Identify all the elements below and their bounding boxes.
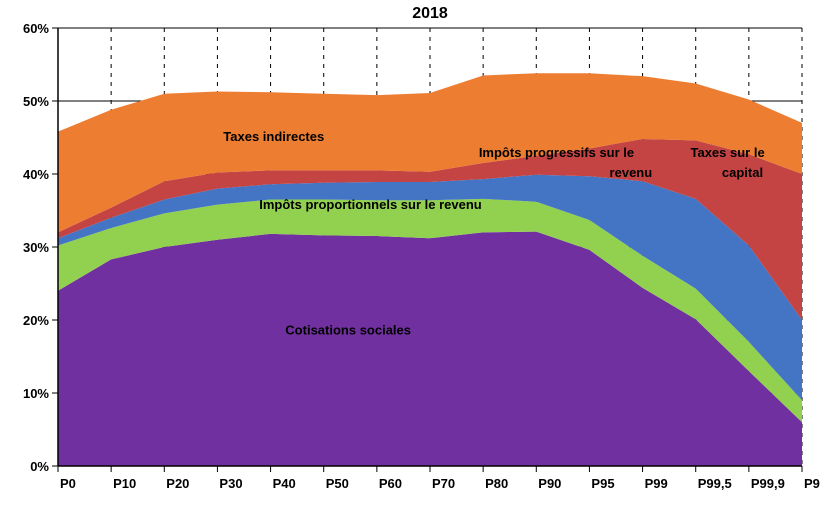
- y-tick-label: 40%: [23, 167, 49, 182]
- y-tick-label: 20%: [23, 313, 49, 328]
- series-annotation: Taxes indirectes: [223, 129, 324, 144]
- series-annotation: Taxes sur le: [690, 145, 764, 160]
- series-annotation: Impôts proportionnels sur le revenu: [259, 197, 482, 212]
- x-tick-label: P20: [166, 476, 189, 491]
- x-tick-label: P0: [60, 476, 76, 491]
- y-tick-label: 0%: [30, 459, 49, 474]
- stacked-area-chart: 2018 0% 10% 20% 30% 40% 50% 60% P0 P10 P20 P30 P40 P5…: [0, 0, 820, 508]
- x-tick-label: P60: [379, 476, 402, 491]
- x-tick-label: P99,99: [804, 476, 820, 491]
- x-tick-label: P30: [219, 476, 242, 491]
- chart-title: 2018: [412, 5, 448, 22]
- series-annotation: Cotisations sociales: [285, 323, 411, 338]
- y-tick-label: 60%: [23, 21, 49, 36]
- x-tick-label: P99: [645, 476, 668, 491]
- x-tick-label: P80: [485, 476, 508, 491]
- series-annotation: Impôts progressifs sur le: [479, 145, 634, 160]
- x-tick-label: P50: [326, 476, 349, 491]
- x-tick-label: P10: [113, 476, 136, 491]
- series-annotation: capital: [722, 165, 763, 180]
- x-tick-label: P90: [538, 476, 561, 491]
- y-tick-label: 30%: [23, 240, 49, 255]
- x-tick-label: P70: [432, 476, 455, 491]
- y-tick-label: 50%: [23, 94, 49, 109]
- x-tick-label: P40: [273, 476, 296, 491]
- y-tick-label: 10%: [23, 386, 49, 401]
- series-annotation: revenu: [610, 165, 653, 180]
- x-tick-label: P99,9: [751, 476, 785, 491]
- x-tick-label: P99,5: [698, 476, 732, 491]
- x-tick-label: P95: [591, 476, 614, 491]
